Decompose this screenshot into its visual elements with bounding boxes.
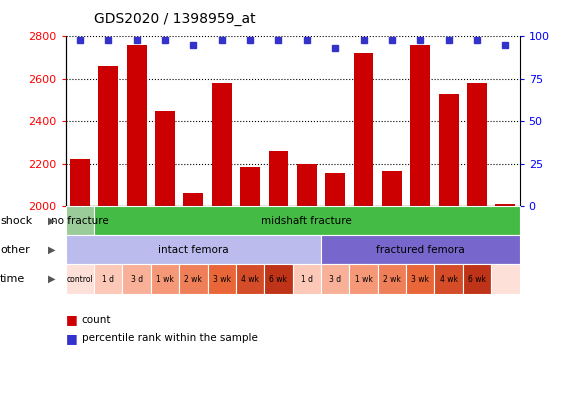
Text: 1 wk: 1 wk <box>355 275 372 284</box>
Bar <box>183 194 203 206</box>
Text: count: count <box>82 315 111 325</box>
Bar <box>321 235 520 264</box>
Bar <box>94 264 122 294</box>
Text: 1 d: 1 d <box>301 275 313 284</box>
Text: midshaft fracture: midshaft fracture <box>262 216 352 226</box>
Bar <box>207 264 236 294</box>
Bar <box>179 264 207 294</box>
Text: 6 wk: 6 wk <box>270 275 287 284</box>
Bar <box>382 171 402 206</box>
Text: control: control <box>66 275 93 284</box>
Bar <box>297 164 317 206</box>
Bar <box>411 45 430 206</box>
Bar <box>155 111 175 206</box>
Bar <box>463 264 491 294</box>
Text: GDS2020 / 1398959_at: GDS2020 / 1398959_at <box>94 12 256 26</box>
Bar <box>70 160 90 206</box>
Bar <box>496 204 516 206</box>
Text: 2 wk: 2 wk <box>184 275 202 284</box>
Text: ■: ■ <box>66 313 78 326</box>
Text: percentile rank within the sample: percentile rank within the sample <box>82 333 258 343</box>
Bar <box>406 264 435 294</box>
Bar <box>491 264 520 294</box>
Text: ▶: ▶ <box>47 274 55 284</box>
Text: 4 wk: 4 wk <box>241 275 259 284</box>
Bar <box>66 264 94 294</box>
Text: shock: shock <box>0 216 32 226</box>
Bar <box>435 264 463 294</box>
Text: ▶: ▶ <box>47 245 55 255</box>
Text: 3 d: 3 d <box>131 275 143 284</box>
Text: ▶: ▶ <box>47 216 55 226</box>
Text: 6 wk: 6 wk <box>468 275 486 284</box>
Bar <box>122 264 151 294</box>
Text: fractured femora: fractured femora <box>376 245 465 255</box>
Text: no fracture: no fracture <box>51 216 108 226</box>
Text: intact femora: intact femora <box>158 245 228 255</box>
Text: 1 wk: 1 wk <box>156 275 174 284</box>
Bar <box>240 167 260 206</box>
Bar <box>66 206 94 235</box>
Text: 4 wk: 4 wk <box>440 275 458 284</box>
Bar <box>127 45 147 206</box>
Bar <box>353 53 373 206</box>
Bar <box>439 94 459 206</box>
Bar <box>292 264 321 294</box>
Bar <box>98 66 118 206</box>
Bar <box>151 264 179 294</box>
Bar <box>212 83 232 206</box>
Text: time: time <box>0 274 25 284</box>
Text: 3 d: 3 d <box>329 275 341 284</box>
Bar <box>321 264 349 294</box>
Text: 3 wk: 3 wk <box>411 275 429 284</box>
Text: ■: ■ <box>66 332 78 345</box>
Bar <box>236 264 264 294</box>
Text: 1 d: 1 d <box>102 275 114 284</box>
Bar <box>268 151 288 206</box>
Bar <box>378 264 406 294</box>
Bar <box>467 83 487 206</box>
Text: 3 wk: 3 wk <box>213 275 231 284</box>
Bar <box>349 264 378 294</box>
Text: other: other <box>0 245 30 255</box>
Bar <box>325 173 345 206</box>
Bar <box>264 264 292 294</box>
Text: 2 wk: 2 wk <box>383 275 401 284</box>
Bar <box>66 235 321 264</box>
